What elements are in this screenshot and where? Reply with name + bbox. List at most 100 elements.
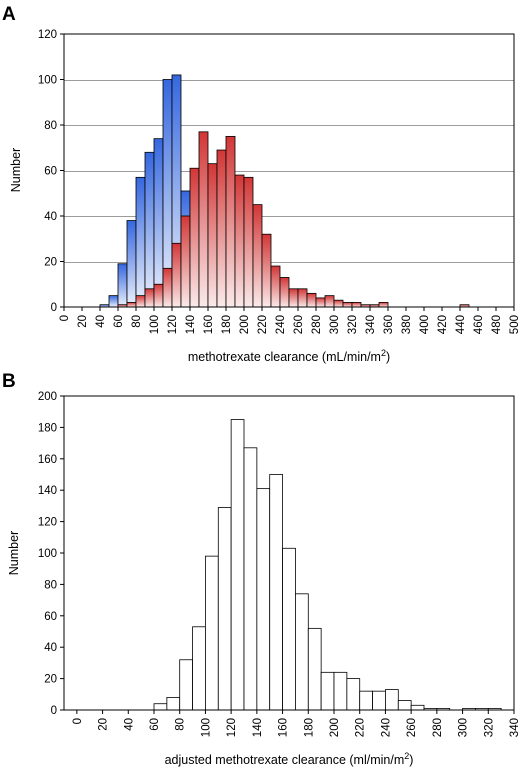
panel-a-x-axis-title-close: ): [386, 350, 390, 364]
panel-b-x-axis-title-main: adjusted methotrexate clearance (ml/min/…: [165, 753, 405, 767]
b-xtick-label-220: 220: [355, 718, 367, 737]
b-xtick-label-120: 120: [226, 718, 238, 737]
a-bar-1-230: [270, 265, 281, 308]
a-bar-1-250: [288, 288, 299, 308]
a-xtick-label-440: 440: [455, 315, 467, 334]
a-bar-1-240: [279, 277, 290, 308]
panel-b-x-axis-title-close: ): [409, 753, 413, 767]
a-xtick-label-200: 200: [239, 315, 251, 334]
a-xtick-label-60: 60: [113, 315, 125, 328]
a-xtick-label-0: 0: [59, 315, 71, 321]
a-ytick-label-60: 60: [44, 166, 57, 178]
panel-a-red-bars: [117, 131, 470, 308]
a-xtick-label-20: 20: [77, 315, 89, 328]
a-ytick-label-120: 120: [38, 29, 57, 41]
a-xtick-label-140: 140: [185, 315, 197, 334]
a-xtick-label-340: 340: [365, 315, 377, 334]
b-ytick-label-20: 20: [44, 674, 57, 686]
panel-b-y-axis-title: Number: [7, 531, 21, 575]
a-bar-1-200: [243, 176, 254, 308]
a-bar-1-300: [333, 299, 344, 308]
panel-b-label: B: [2, 371, 16, 392]
a-bar-1-100: [153, 283, 164, 308]
b-bar-0-190: [320, 671, 335, 711]
b-bar-0-110: [217, 507, 232, 711]
b-ytick-label-80: 80: [44, 579, 57, 591]
b-bar-0-170: [295, 593, 309, 711]
a-bar-0-50: [108, 295, 119, 308]
b-bar-0-60: [153, 703, 168, 711]
a-xtick-label-380: 380: [401, 315, 413, 334]
a-bar-1-70: [126, 302, 137, 308]
a-xtick-label-480: 480: [491, 315, 503, 334]
a-bar-1-180: [225, 135, 236, 308]
a-bar-1-280: [315, 297, 326, 308]
b-ytick-label-100: 100: [38, 548, 57, 560]
a-bar-1-350: [378, 302, 389, 308]
a-xtick-label-500: 500: [509, 315, 520, 334]
a-xtick-label-400: 400: [419, 315, 431, 334]
b-xtick-label-160: 160: [278, 718, 290, 737]
a-xtick-label-320: 320: [347, 315, 359, 334]
panel-b-x-axis-title: adjusted methotrexate clearance (ml/min/…: [165, 751, 414, 767]
a-xtick-label-40: 40: [95, 315, 107, 328]
a-xtick-label-460: 460: [473, 315, 485, 334]
panel-a-x-axis-title: methotrexate clearance (mL/min/m2): [188, 348, 390, 364]
a-bar-1-260: [297, 288, 308, 308]
panel-a-x-axis-title-main: methotrexate clearance (mL/min/m: [188, 350, 381, 364]
b-bar-0-80: [179, 659, 193, 711]
a-xtick-label-100: 100: [149, 315, 161, 334]
b-bar-0-180: [307, 627, 322, 711]
a-ytick-label-20: 20: [44, 257, 57, 269]
a-bar-1-150: [198, 131, 209, 308]
a-xtick-label-300: 300: [329, 315, 341, 334]
b-xtick-label-40: 40: [123, 718, 135, 731]
a-ytick-label-80: 80: [44, 120, 57, 132]
b-xtick-label-80: 80: [175, 718, 187, 731]
a-xtick-label-160: 160: [203, 315, 215, 334]
a-bar-1-90: [144, 288, 155, 308]
a-bar-1-210: [252, 204, 263, 308]
a-bar-1-270: [306, 292, 317, 308]
b-xtick-label-0: 0: [72, 718, 84, 724]
a-bar-1-160: [207, 163, 218, 308]
panel-a-x-axis-title-sup: 2: [381, 348, 386, 358]
panel-b-x-ticks: 0 20 40 60 80 100 120 140 160 180 200 220 240 260 280 3…: [72, 710, 520, 737]
a-bar-1-120: [171, 242, 182, 308]
a-xtick-label-240: 240: [275, 315, 287, 334]
a-bar-0-60: [117, 263, 128, 308]
a-bar-0-70: [126, 220, 137, 308]
b-ytick-label-60: 60: [44, 611, 57, 623]
b-ytick-label-140: 140: [38, 485, 57, 497]
panel-a-label: A: [2, 4, 16, 25]
a-bar-1-320: [351, 302, 362, 308]
a-xtick-label-220: 220: [257, 315, 269, 334]
b-bar-0-210: [346, 678, 361, 711]
a-bar-1-290: [324, 295, 335, 308]
a-bar-0-80: [135, 176, 146, 308]
a-bar-1-310: [342, 302, 353, 308]
b-xtick-label-20: 20: [98, 718, 110, 731]
panel-b-x-axis-title-sup: 2: [404, 751, 409, 761]
b-xtick-label-280: 280: [432, 718, 444, 737]
b-xtick-label-340: 340: [509, 718, 520, 737]
b-ytick-label-0: 0: [51, 705, 57, 717]
a-bar-1-110: [162, 267, 173, 308]
a-xtick-label-420: 420: [437, 315, 449, 334]
b-ytick-label-40: 40: [44, 642, 57, 654]
b-xtick-label-100: 100: [200, 718, 212, 737]
b-bar-0-130: [243, 447, 258, 711]
b-ytick-label-160: 160: [38, 454, 57, 466]
a-bar-0-100: [153, 138, 164, 308]
b-bar-0-90: [192, 626, 206, 711]
a-ytick-label-40: 40: [44, 211, 57, 223]
a-bar-1-80: [135, 295, 146, 308]
b-bar-0-100: [205, 555, 219, 711]
a-ytick-label-100: 100: [38, 75, 57, 87]
b-bar-0-70: [166, 697, 181, 711]
b-xtick-label-60: 60: [149, 718, 161, 731]
a-xtick-label-360: 360: [383, 315, 395, 334]
a-bar-1-220: [261, 233, 272, 308]
panel-a-y-ticks: 0 20 40 60 80 100 120: [38, 29, 64, 314]
